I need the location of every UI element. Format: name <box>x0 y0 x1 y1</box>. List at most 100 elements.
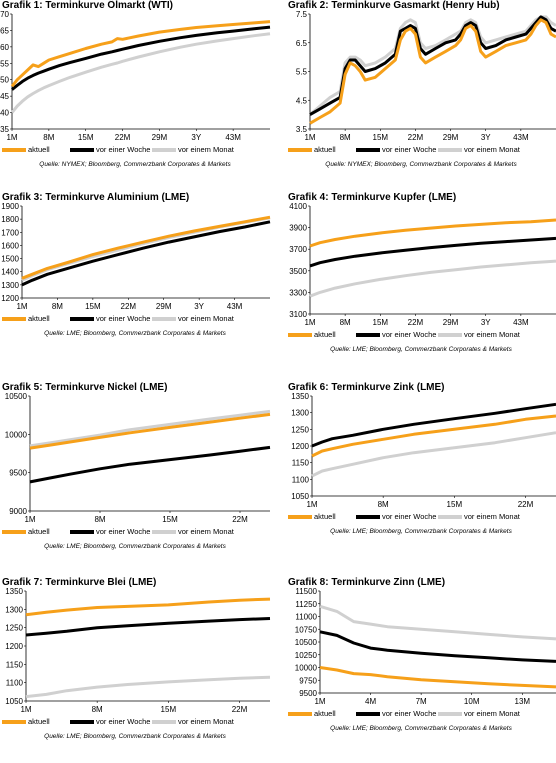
y-tick-label: 1200 <box>291 442 309 451</box>
y-tick-label: 10750 <box>295 625 318 634</box>
legend-label: vor einem Monat <box>464 330 520 339</box>
legend-swatch <box>356 712 380 717</box>
x-tick-label: 1M <box>20 705 31 714</box>
x-tick-label: 29M <box>156 302 172 311</box>
vor-einem-monat-line <box>311 431 556 478</box>
y-tick-label: 1800 <box>1 215 19 224</box>
y-tick-label: 65 <box>0 26 9 35</box>
y-tick-label: 10250 <box>295 651 318 660</box>
legend-item-aktuell: aktuell <box>2 145 50 154</box>
x-tick-label: 22M <box>121 302 137 311</box>
chart-legend: aktuell vor einer Woche vor einem Monat <box>2 527 270 538</box>
legend-swatch <box>356 148 380 153</box>
chart-plot: 3.5 4.5 5.5 6.5 7.5 1M 8M 15M 22M 29M 3Y 43M <box>296 10 556 142</box>
vor-einer-woche-line <box>309 236 556 268</box>
legend-item-aktuell: aktuell <box>288 512 336 521</box>
legend-item-vor-einer-woche: vor einer Woche <box>70 717 150 726</box>
chart-legend: aktuell vor einer Woche vor einem Monat <box>2 314 270 325</box>
legend-item-vor-einem-monat: vor einem Monat <box>438 709 520 718</box>
legend-item-vor-einem-monat: vor einem Monat <box>438 145 520 154</box>
vor-einer-woche-line <box>29 445 271 484</box>
x-tick-label: 22M <box>232 705 248 714</box>
vor-einem-monat-line <box>309 15 556 116</box>
legend-label: vor einem Monat <box>464 145 520 154</box>
y-tick-label: 55 <box>0 59 9 68</box>
x-tick-label: 3Y <box>194 302 204 311</box>
vor-einer-woche-line <box>21 220 271 287</box>
x-tick-label: 1M <box>6 133 17 142</box>
y-tick-label: 3700 <box>289 245 307 254</box>
legend-swatch <box>152 720 176 725</box>
chart-source: Quelle: LME; Bloomberg, Commerzbank Corp… <box>44 733 226 740</box>
chart-source: Quelle: LME; Bloomberg, Commerzbank Corp… <box>330 528 512 535</box>
y-tick-label: 5.5 <box>296 68 308 77</box>
legend-item-aktuell: aktuell <box>288 709 336 718</box>
chart-source: Quelle: LME; Bloomberg, Commerzbank Corp… <box>44 330 226 337</box>
legend-label: vor einem Monat <box>178 717 234 726</box>
y-tick-label: 1300 <box>1 281 19 290</box>
y-tick-label: 9750 <box>299 676 317 685</box>
x-tick-label: 1M <box>304 133 315 142</box>
x-tick-label: 22M <box>232 515 248 524</box>
legend-item-vor-einem-monat: vor einem Monat <box>152 314 234 323</box>
chart-title: Grafik 5: Terminkurve Nickel (LME) <box>2 382 168 393</box>
y-tick-label: 45 <box>0 92 9 101</box>
y-tick-label: 10500 <box>5 392 28 401</box>
x-tick-label: 22M <box>408 133 424 142</box>
legend-item-vor-einer-woche: vor einer Woche <box>356 330 436 339</box>
y-tick-label: 1100 <box>6 679 24 688</box>
y-tick-label: 1700 <box>1 228 19 237</box>
x-tick-label: 29M <box>443 318 459 327</box>
aktuell-line <box>25 597 271 617</box>
x-tick-label: 1M <box>16 302 27 311</box>
legend-item-vor-einer-woche: vor einer Woche <box>356 709 436 718</box>
legend-label: vor einem Monat <box>178 145 234 154</box>
legend-item-aktuell: aktuell <box>288 145 336 154</box>
x-tick-label: 15M <box>373 318 389 327</box>
legend-swatch <box>356 515 380 520</box>
legend-label: vor einer Woche <box>96 145 151 154</box>
x-tick-label: 22M <box>518 500 534 509</box>
legend-swatch <box>2 317 26 322</box>
chart-plot: 9500 9750 10000 10250 10500 10750 11000 11250 11… <box>295 587 556 706</box>
y-tick-label: 3100 <box>289 310 307 319</box>
vor-einer-woche-line <box>11 25 271 91</box>
x-tick-label: 15M <box>373 133 389 142</box>
x-tick-label: 10M <box>464 697 480 706</box>
y-tick-label: 10000 <box>295 664 318 673</box>
x-tick-label: 15M <box>78 133 94 142</box>
chart-plot: 1050 1100 1150 1200 1250 1300 1350 1M 8M 15M 22M <box>5 587 271 714</box>
legend-item-aktuell: aktuell <box>2 527 50 536</box>
y-tick-label: 3.5 <box>296 125 308 134</box>
chart-title: Grafik 7: Terminkurve Blei (LME) <box>2 577 157 588</box>
y-tick-label: 70 <box>0 10 9 19</box>
chart-source: Quelle: LME; Bloomberg, Commerzbank Corp… <box>330 346 512 353</box>
chart-legend: aktuell vor einer Woche vor einem Monat <box>288 330 556 341</box>
legend-swatch <box>438 333 462 338</box>
x-tick-label: 15M <box>85 302 101 311</box>
chart-plot: 1200 1300 1400 1500 1600 1700 1800 1900 1M 8M 15M 2… <box>1 202 271 311</box>
legend-swatch <box>288 515 312 520</box>
x-tick-label: 43M <box>227 302 243 311</box>
legend-label: vor einem Monat <box>178 527 234 536</box>
legend-swatch <box>70 530 94 535</box>
x-tick-label: 8M <box>340 133 351 142</box>
legend-label: aktuell <box>314 709 336 718</box>
vor-einer-woche-line <box>309 15 556 116</box>
y-tick-label: 3900 <box>289 224 307 233</box>
legend-swatch <box>288 712 312 717</box>
x-tick-label: 3Y <box>481 318 491 327</box>
y-tick-label: 1350 <box>5 587 23 596</box>
legend-item-aktuell: aktuell <box>2 314 50 323</box>
legend-item-vor-einer-woche: vor einer Woche <box>70 314 150 323</box>
y-tick-label: 1500 <box>1 255 19 264</box>
aktuell-line <box>10 20 271 88</box>
legend-swatch <box>438 515 462 520</box>
vor-einer-woche-line <box>25 617 271 637</box>
chart-source: Quelle: NYMEX; Bloomberg, Commerzbank Co… <box>39 161 231 168</box>
vor-einem-monat-line <box>25 675 271 699</box>
x-tick-label: 13M <box>515 697 531 706</box>
legend-label: vor einer Woche <box>96 527 151 536</box>
chart-panel-3: Grafik 3: Terminkurve Aluminium (LME) 120… <box>0 192 271 374</box>
chart-panel-8: Grafik 8: Terminkurve Zinn (LME) 9500 9750… <box>286 577 556 759</box>
